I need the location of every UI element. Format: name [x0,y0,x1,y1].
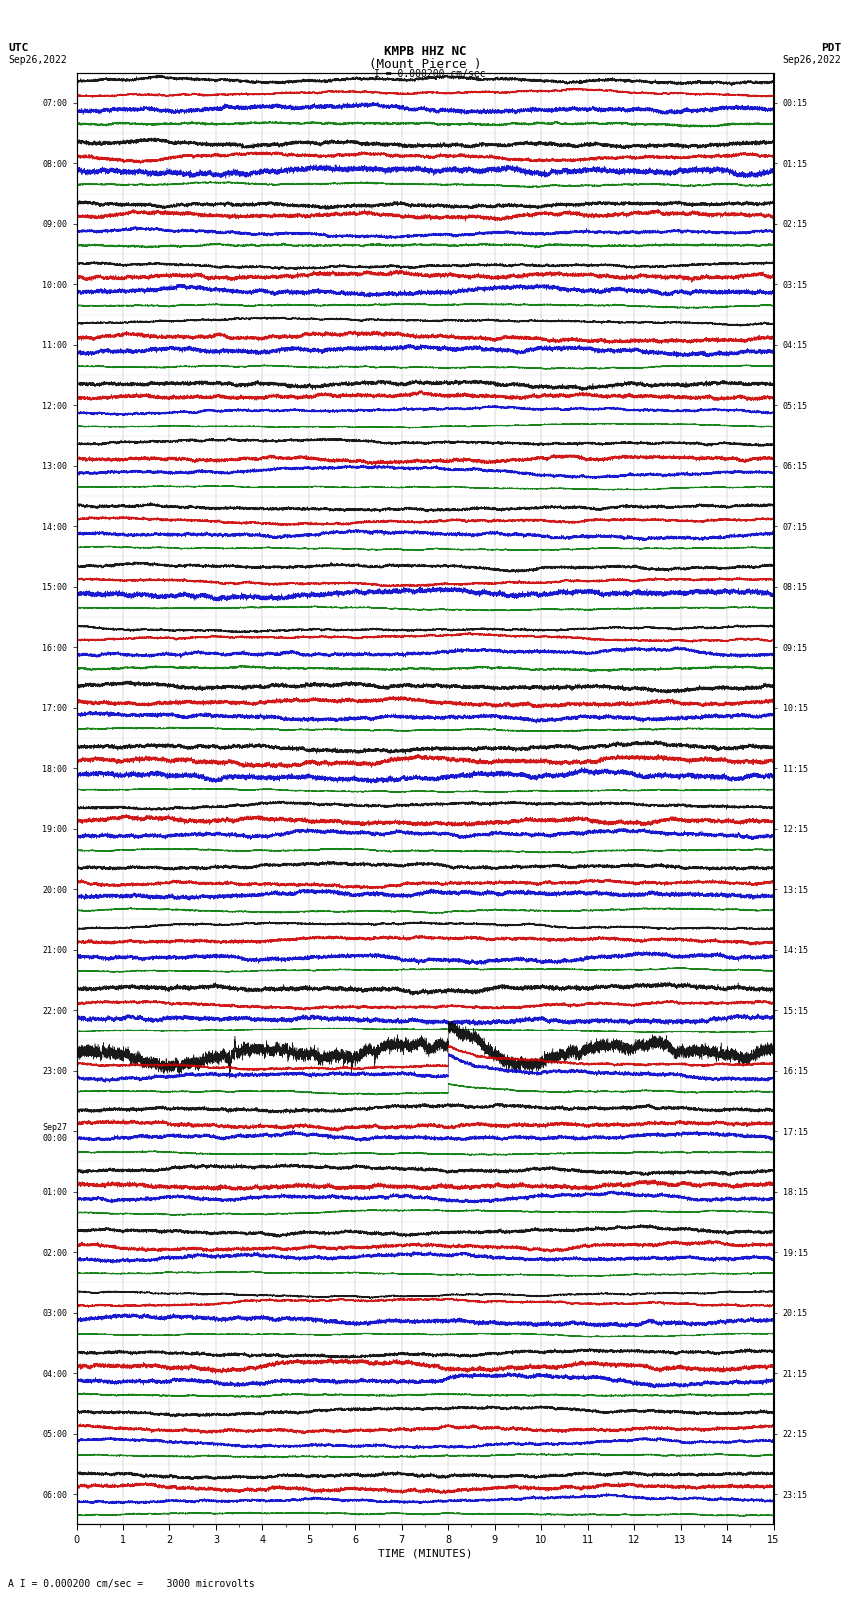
Text: A I = 0.000200 cm/sec =    3000 microvolts: A I = 0.000200 cm/sec = 3000 microvolts [8,1579,255,1589]
Text: UTC: UTC [8,44,29,53]
Text: (Mount Pierce ): (Mount Pierce ) [369,58,481,71]
Text: PDT: PDT [821,44,842,53]
Text: KMPB HHZ NC: KMPB HHZ NC [383,45,467,58]
Text: Sep26,2022: Sep26,2022 [8,55,67,65]
X-axis label: TIME (MINUTES): TIME (MINUTES) [377,1548,473,1558]
Text: I = 0.000200 cm/sec: I = 0.000200 cm/sec [374,69,485,79]
Text: Sep26,2022: Sep26,2022 [783,55,842,65]
